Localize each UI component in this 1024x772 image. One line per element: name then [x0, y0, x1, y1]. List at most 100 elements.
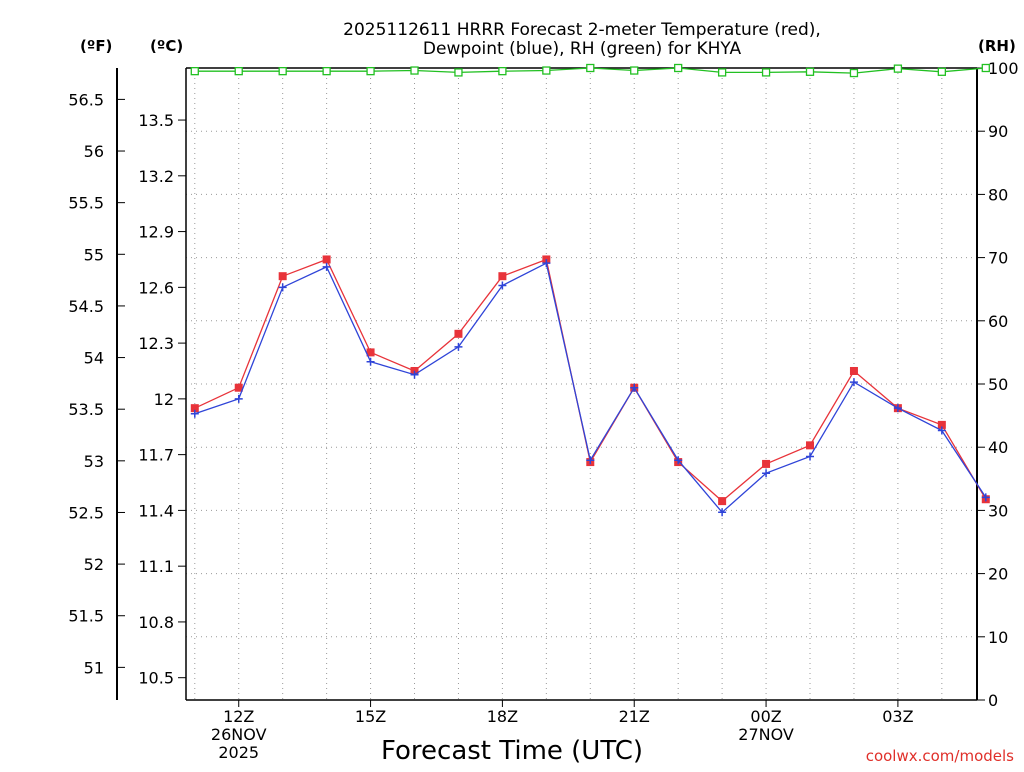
fahrenheit-unit-label: (ºF)	[80, 37, 112, 55]
rh-marker	[322, 67, 331, 76]
celsius-tick-label: 12	[154, 390, 174, 409]
x-tick-label: 12Z	[223, 707, 254, 726]
rh-tick-label: 0	[988, 691, 998, 710]
rh-tick-label: 90	[988, 122, 1008, 141]
rh-marker	[805, 67, 815, 76]
dewpoint-marker	[234, 394, 243, 403]
rh-marker	[893, 64, 903, 73]
dewpoint-marker	[366, 357, 375, 366]
fahrenheit-tick-label: 54.5	[68, 297, 104, 316]
rh-marker	[234, 67, 243, 76]
dewpoint-marker	[806, 452, 815, 461]
dewpoint-line	[194, 262, 987, 514]
celsius-tick-label: 12.6	[138, 278, 174, 297]
celsius-tick-label: 13.5	[138, 111, 174, 130]
dewpoint-marker	[278, 283, 287, 292]
dewpoint-marker	[322, 262, 331, 271]
series-layer	[190, 63, 990, 517]
temperature-marker	[498, 272, 507, 281]
dewpoint-marker	[893, 404, 902, 413]
fahrenheit-tick-label: 53	[84, 452, 104, 471]
rh-marker	[937, 67, 946, 76]
chart-title-line-2: Dewpoint (blue), RH (green) for KHYA	[423, 39, 742, 59]
fahrenheit-tick-label: 56.5	[68, 90, 104, 109]
temperature-marker	[454, 329, 463, 338]
x-tick-label: 21Z	[619, 707, 650, 726]
temperature-marker	[718, 497, 727, 506]
fahrenheit-tick-label: 53.5	[68, 400, 104, 419]
rh-tick-label: 70	[988, 249, 1008, 268]
rh-marker	[410, 66, 419, 75]
dewpoint-marker	[190, 409, 199, 418]
celsius-tick-label: 11.7	[138, 446, 174, 465]
dewpoint-marker	[849, 378, 858, 387]
celsius-tick-label: 13.2	[138, 167, 174, 186]
celsius-tick-label: 10.5	[138, 669, 174, 688]
rh-marker	[454, 68, 463, 77]
x-axis-label: Forecast Time (UTC)	[381, 736, 643, 766]
celsius-tick-label: 11.4	[138, 501, 174, 520]
temperature-marker	[366, 348, 375, 357]
rh-tick-label: 10	[988, 628, 1008, 647]
rh-tick-label: 20	[988, 565, 1008, 584]
celsius-tick-label: 12.3	[138, 334, 174, 353]
dewpoint-marker	[586, 456, 595, 465]
rh-marker	[542, 66, 551, 75]
temperature-marker	[849, 366, 858, 375]
x-tick-label: 18Z	[487, 707, 518, 726]
dewpoint-marker	[937, 426, 946, 435]
dewpoint-marker	[542, 259, 551, 268]
rh-marker	[278, 67, 287, 76]
celsius-tick-label: 10.8	[138, 613, 174, 632]
rh-marker	[586, 63, 595, 73]
temperature-marker	[762, 459, 771, 468]
dewpoint-marker	[762, 469, 771, 478]
fahrenheit-tick-label: 54	[84, 349, 104, 368]
temperature-marker	[937, 420, 946, 429]
temperature-marker	[806, 441, 815, 450]
temperature-marker	[278, 272, 287, 281]
fahrenheit-tick-label: 55.5	[68, 194, 104, 213]
x-tick-label: 03Z	[882, 707, 913, 726]
dewpoint-marker	[674, 456, 683, 465]
x-tick-label: 00Z	[750, 707, 781, 726]
dewpoint-marker	[718, 508, 727, 517]
temperature-marker	[190, 404, 199, 413]
rh-tick-label: 100	[988, 59, 1019, 78]
rh-marker	[366, 67, 375, 76]
rh-unit-label: (RH)	[978, 37, 1016, 55]
x-tick-label: 15Z	[355, 707, 386, 726]
rh-marker	[498, 67, 507, 76]
temperature-marker	[234, 383, 243, 392]
credit-label: coolwx.com/models	[866, 747, 1014, 765]
rh-tick-label: 30	[988, 501, 1008, 520]
rh-marker	[717, 68, 727, 77]
celsius-unit-label: (ºC)	[150, 37, 183, 55]
rh-tick-label: 60	[988, 312, 1008, 331]
temperature-marker	[322, 255, 331, 264]
fahrenheit-tick-label: 52	[84, 555, 104, 574]
rh-tick-label: 50	[988, 375, 1008, 394]
celsius-tick-label: 11.1	[138, 557, 174, 576]
dewpoint-marker	[498, 281, 507, 290]
fahrenheit-tick-label: 55	[84, 245, 104, 264]
x-tick-label: 26NOV	[211, 725, 267, 744]
dewpoint-marker	[410, 370, 419, 379]
fahrenheit-tick-label: 52.5	[68, 503, 104, 522]
x-tick-label: 2025	[218, 743, 259, 762]
rh-marker	[674, 63, 683, 73]
fahrenheit-tick-label: 56	[84, 142, 104, 161]
chart-title-line-1: 2025112611 HRRR Forecast 2-meter Tempera…	[343, 20, 821, 40]
rh-marker	[981, 63, 990, 73]
rh-marker	[630, 66, 639, 75]
fahrenheit-tick-label: 51	[84, 658, 104, 677]
dewpoint-marker	[981, 493, 990, 502]
tick-labels: 10.5 10.8 11.1 11.4 11.7 12 12.3 12.6 12.9 13.2 13…	[68, 59, 1018, 762]
dewpoint-marker	[630, 383, 639, 392]
x-tick-label: 27NOV	[738, 725, 794, 744]
rh-marker	[761, 68, 771, 77]
rh-marker	[190, 67, 199, 76]
rh-tick-label: 80	[988, 185, 1008, 204]
rh-marker	[849, 68, 859, 78]
